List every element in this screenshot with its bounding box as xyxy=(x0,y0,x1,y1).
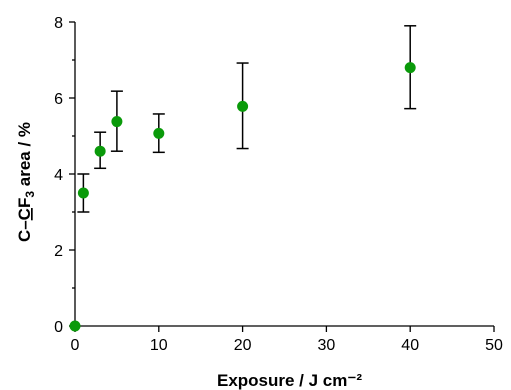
y-tick-label: 4 xyxy=(54,167,63,184)
y-tick-label: 0 xyxy=(54,319,63,336)
x-tick-label: 0 xyxy=(71,337,80,354)
data-point xyxy=(237,100,249,112)
y-ticks: 0 2 4 6 8 xyxy=(54,15,75,336)
x-axis-title: Exposure / J cm⁻² xyxy=(217,371,362,390)
y-axis-title-subscript: 3 xyxy=(23,191,37,198)
y-axis-title: C–CF3 area / % xyxy=(15,122,37,242)
y-axis-title-prefix: C– xyxy=(15,220,34,242)
axes xyxy=(74,22,494,327)
y-axis-title-mid: F xyxy=(15,198,34,208)
x-tick-label: 30 xyxy=(318,337,336,354)
y-axis-title-suffix: area / % xyxy=(15,122,34,191)
x-ticks: 0 10 20 30 40 50 xyxy=(71,326,503,354)
data-point xyxy=(404,62,416,74)
y-axis-title-underlined: C xyxy=(15,208,34,220)
data-point xyxy=(94,145,106,157)
error-bars xyxy=(77,25,417,213)
y-tick-label: 6 xyxy=(54,91,63,108)
svg-text:C–CF3 area / %: C–CF3 area / % xyxy=(15,122,37,242)
data-point xyxy=(77,187,89,199)
x-tick-label: 40 xyxy=(401,337,419,354)
data-points xyxy=(69,62,416,332)
data-point xyxy=(153,127,165,139)
y-tick-label: 2 xyxy=(54,243,63,260)
x-tick-label: 50 xyxy=(485,337,503,354)
y-tick-label: 8 xyxy=(54,15,63,32)
x-tick-label: 20 xyxy=(234,337,252,354)
x-tick-label: 10 xyxy=(150,337,168,354)
data-point xyxy=(111,116,123,128)
data-point xyxy=(69,320,81,332)
